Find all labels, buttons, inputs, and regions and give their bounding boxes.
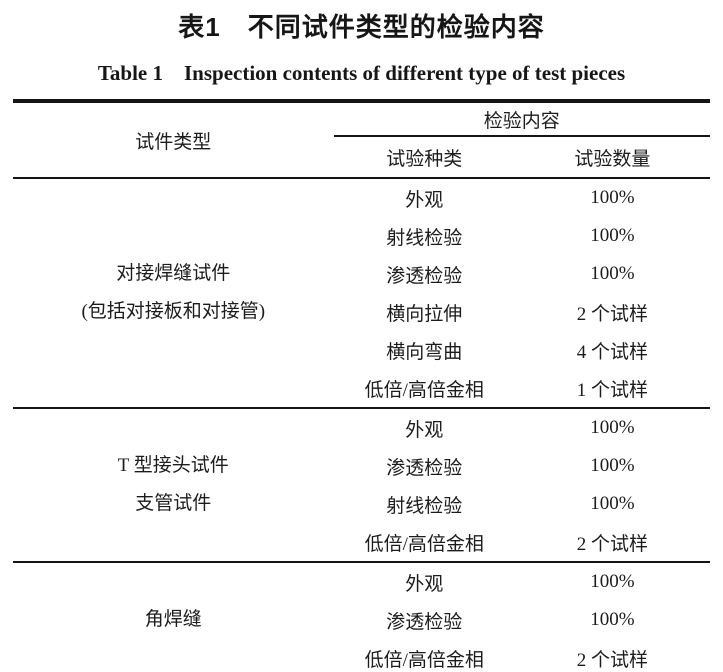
test-quantity-cell: 100% — [590, 455, 635, 476]
test-quantity-cell: 100% — [590, 417, 635, 438]
col-header-test-kind: 试验种类 — [386, 148, 463, 170]
table-row: 角焊缝 外观 100% — [13, 562, 710, 630]
test-kind-cell: 渗透检验 — [386, 457, 463, 479]
type-line: 角焊缝 — [144, 609, 202, 630]
test-kind-cell: 外观 — [405, 419, 444, 441]
table-row: T 型接头试件 支管试件 外观 100% — [13, 408, 710, 514]
test-piece-type-cell: 角焊缝 — [13, 562, 334, 672]
table-row: 射线检验 100% — [13, 485, 710, 523]
test-kind-cell: 横向弯曲 — [386, 341, 463, 363]
test-kind-cell: 渗透检验 — [386, 265, 463, 287]
table-title-en: Table 1 Inspection contents of different… — [97, 61, 626, 85]
col-header-test-piece-type: 试件类型 — [135, 131, 212, 153]
test-quantity-cell: 2 个试样 — [576, 303, 649, 325]
test-quantity-cell: 100% — [590, 571, 635, 592]
test-kind-cell: 低倍/高倍金相 — [364, 379, 484, 401]
test-kind-cell: 横向拉伸 — [386, 303, 463, 325]
table-row: 低倍/高倍金相 2 个试样 — [13, 523, 710, 562]
test-kind-cell: 低倍/高倍金相 — [364, 649, 484, 671]
test-quantity-cell: 2 个试样 — [576, 533, 649, 555]
test-kind-cell: 外观 — [405, 189, 444, 211]
table-row: 渗透检验 100% — [13, 255, 710, 293]
table-row: 渗透检验 100% — [13, 447, 710, 485]
test-piece-type-cell: T 型接头试件 支管试件 — [13, 408, 334, 562]
table-section: 角焊缝 外观 100% 渗透检验 100% 低倍/高倍金相 2 个试样 — [13, 562, 710, 672]
type-line: T 型接头试件 — [117, 455, 229, 476]
test-kind-cell: 低倍/高倍金相 — [364, 533, 484, 555]
table-row: 低倍/高倍金相 1 个试样 — [13, 369, 710, 408]
type-line: 支管试件 — [135, 493, 212, 514]
table-row: 横向拉伸 2 个试样 — [13, 293, 710, 331]
test-kind-cell: 射线检验 — [386, 495, 463, 517]
test-quantity-cell: 100% — [590, 187, 635, 208]
table-row: 渗透检验 100% — [13, 601, 710, 639]
table-title-zh: 表1 不同试件类型的检验内容 — [178, 12, 545, 42]
test-quantity-cell: 100% — [590, 609, 635, 630]
table-header: 试件类型 检验内容 试验种类 试验数量 — [13, 101, 710, 178]
test-quantity-cell: 100% — [590, 493, 635, 514]
test-kind-cell: 外观 — [405, 573, 444, 595]
test-quantity-cell: 100% — [590, 263, 635, 284]
inspection-table: 试件类型 检验内容 试验种类 试验数量 对接焊缝试件 (包括对接板和对接管) 外观 1… — [13, 99, 710, 672]
test-piece-type-cell: 对接焊缝试件 (包括对接板和对接管) — [13, 178, 334, 408]
col-header-inspection-content: 检验内容 — [333, 101, 710, 137]
test-kind-cell: 射线检验 — [386, 227, 463, 249]
table-section: T 型接头试件 支管试件 外观 100% 渗透检验 100% 射线检验 100% 低倍/高倍金相… — [13, 408, 710, 562]
table-row: 对接焊缝试件 (包括对接板和对接管) 外观 100% — [13, 178, 710, 322]
table-row: 射线检验 100% — [13, 217, 710, 255]
table-section: 对接焊缝试件 (包括对接板和对接管) 外观 100% 射线检验 100% 渗透检验 100% 横… — [13, 178, 710, 408]
type-line: (包括对接板和对接管) — [81, 301, 266, 322]
test-quantity-cell: 1 个试样 — [576, 379, 649, 401]
test-kind-cell: 渗透检验 — [386, 611, 463, 633]
table-row: 低倍/高倍金相 2 个试样 — [13, 639, 710, 672]
col-header-test-quantity: 试验数量 — [574, 148, 651, 170]
header-row-sub: 试验种类 试验数量 — [13, 136, 710, 178]
table-row: 横向弯曲 4 个试样 — [13, 331, 710, 369]
header-row-group: 试件类型 检验内容 — [13, 101, 710, 153]
type-line: 对接焊缝试件 — [116, 263, 231, 284]
test-quantity-cell: 2 个试样 — [576, 649, 649, 671]
test-quantity-cell: 4 个试样 — [576, 341, 649, 363]
test-quantity-cell: 100% — [590, 225, 635, 246]
